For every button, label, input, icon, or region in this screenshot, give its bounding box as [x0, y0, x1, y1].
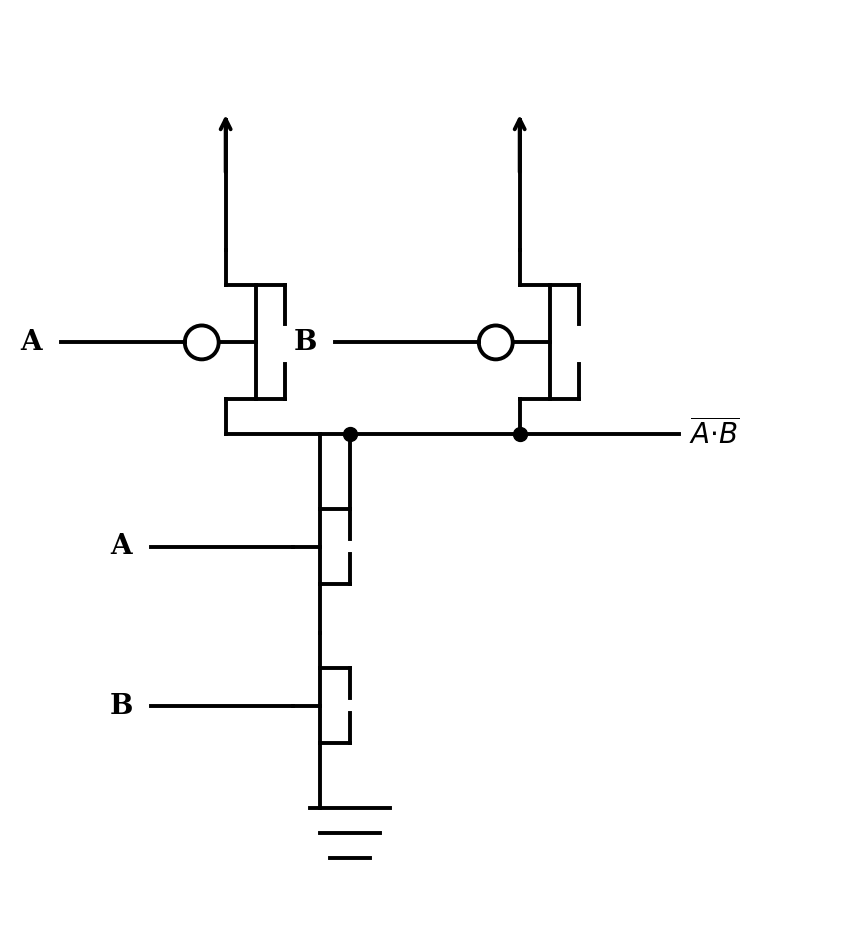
- Text: $\overline{A{\cdot}B}$: $\overline{A{\cdot}B}$: [689, 418, 740, 450]
- Text: B: B: [110, 693, 133, 719]
- Text: A: A: [110, 533, 132, 560]
- Text: B: B: [294, 329, 317, 356]
- Text: A: A: [20, 329, 42, 356]
